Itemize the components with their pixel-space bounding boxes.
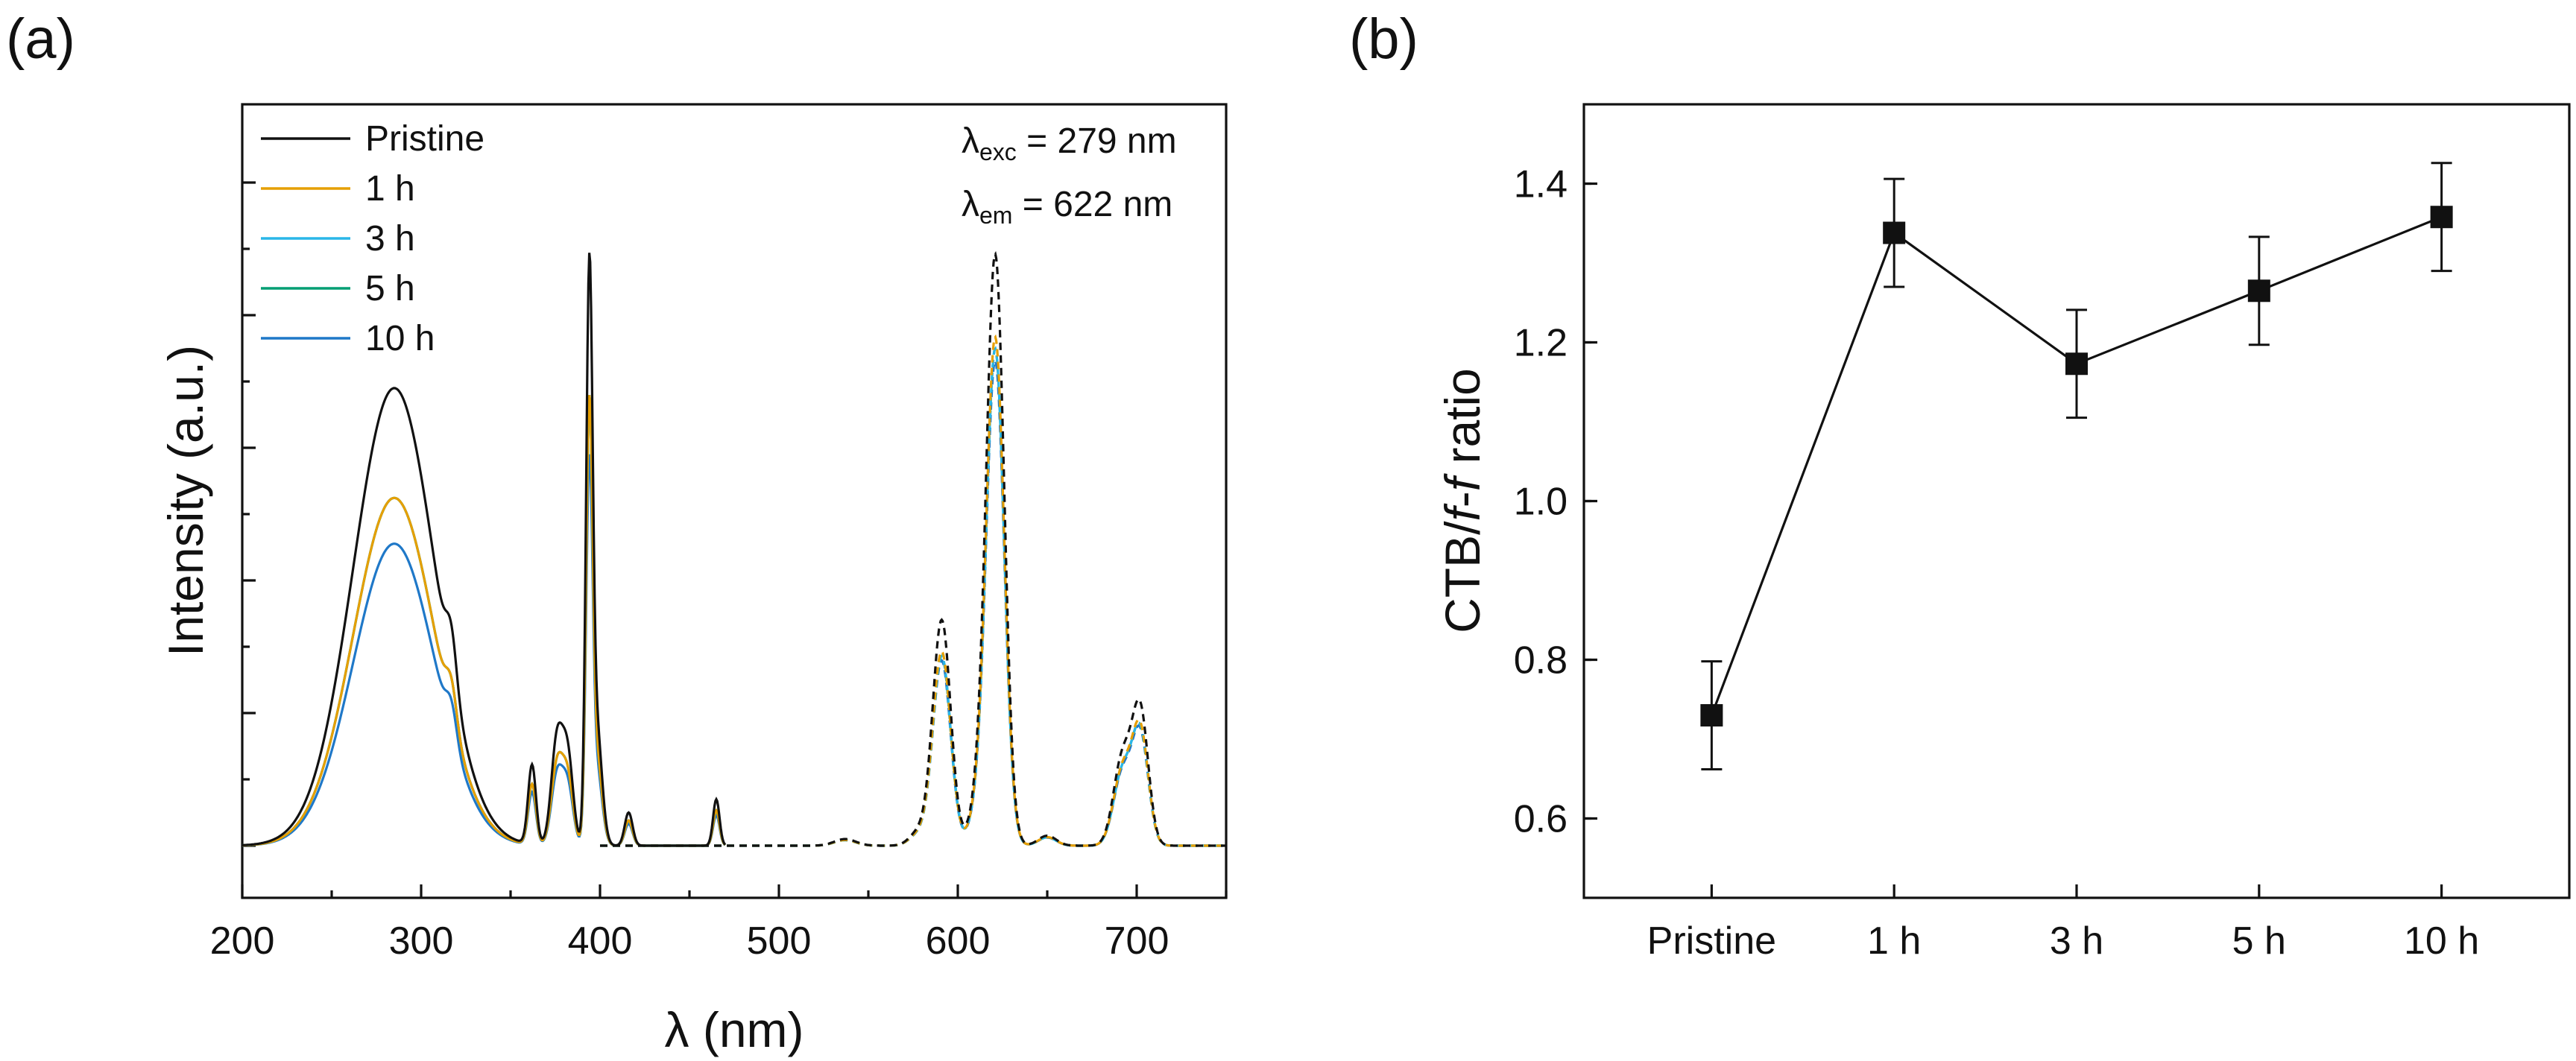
data-point-marker bbox=[2065, 352, 2088, 376]
panel-b-y-tick-label: 0.8 bbox=[1514, 639, 1568, 682]
panel-a-y-axis-label: Intensity (a.u.) bbox=[158, 345, 213, 656]
emission-curve-10-h bbox=[600, 358, 1226, 847]
annotation-emission: λem = 622 nm bbox=[962, 185, 1172, 229]
excitation-curve-pristine bbox=[242, 253, 727, 847]
panel-b-y-tick-label: 0.6 bbox=[1514, 798, 1568, 841]
emission-curve-5-h bbox=[600, 346, 1226, 847]
excitation-curve-10-h bbox=[242, 454, 726, 847]
panel-b-y-tick-label: 1.4 bbox=[1514, 163, 1568, 206]
panel-b-x-ticks: Pristine 1 h 3 h 5 h 10 h bbox=[1647, 884, 2479, 963]
panel-b-x-tick-label: 10 h bbox=[2404, 919, 2479, 963]
panel-b: (b) Pristine 1 h 3 h 5 h 10 h 0.6 0.8 1.0 1.2 1.… bbox=[1349, 7, 2571, 963]
panel-a-x-tick-label: 500 bbox=[747, 919, 812, 963]
panel-a-annotations: λexc = 279 nm λem = 622 nm bbox=[962, 121, 1177, 229]
emission-curve-pristine bbox=[600, 251, 1226, 847]
legend-entry: 3 h bbox=[365, 219, 415, 259]
panel-b-y-tick-label: 1.0 bbox=[1514, 481, 1568, 524]
data-point-marker bbox=[2247, 279, 2270, 303]
panel-a: (a) 200 300 400 500 600 700 λ (nm) Intensity … bbox=[6, 7, 1228, 1057]
panel-a-x-tick-label: 300 bbox=[389, 919, 454, 963]
emission-curve-3-h bbox=[600, 346, 1226, 847]
panel-b-series bbox=[1700, 162, 2453, 770]
legend-entry: Pristine bbox=[365, 119, 484, 159]
data-point-marker bbox=[2430, 206, 2453, 229]
legend-entry: 10 h bbox=[365, 319, 435, 358]
panel-a-legend: Pristine 1 h 3 h 5 h 10 h bbox=[261, 119, 484, 358]
panel-a-x-tick-label: 600 bbox=[926, 919, 991, 963]
emission-curve-1-h bbox=[600, 334, 1226, 847]
panel-b-x-tick-label: 5 h bbox=[2232, 919, 2286, 963]
panel-b-plot-frame bbox=[1582, 103, 2571, 899]
panel-b-x-tick-label: Pristine bbox=[1647, 919, 1776, 963]
panel-b-y-ticks: 0.6 0.8 1.0 1.2 1.4 bbox=[1514, 163, 1597, 841]
panel-a-x-tick-label: 400 bbox=[568, 919, 633, 963]
panel-b-x-tick-label: 3 h bbox=[2050, 919, 2103, 963]
data-point-marker bbox=[1700, 704, 1723, 727]
panel-a-x-axis-label: λ (nm) bbox=[665, 1002, 804, 1057]
panel-b-label: (b) bbox=[1349, 7, 1418, 71]
ratio-line bbox=[1710, 215, 2443, 716]
panel-b-y-tick-label: 1.2 bbox=[1514, 322, 1568, 365]
panel-b-y-axis-label: CTB/f-f ratio bbox=[1435, 368, 1490, 633]
panel-a-x-ticks: 200 300 400 500 600 700 bbox=[210, 884, 1228, 963]
legend-entry: 5 h bbox=[365, 269, 415, 308]
data-point-marker bbox=[1883, 221, 1906, 244]
panel-a-y-ticks bbox=[242, 181, 256, 847]
panel-a-plot-frame bbox=[241, 103, 1228, 899]
panel-a-x-tick-label: 200 bbox=[210, 919, 275, 963]
annotation-excitation: λexc = 279 nm bbox=[962, 121, 1177, 165]
panel-a-x-tick-label: 700 bbox=[1105, 919, 1169, 963]
panel-a-curves bbox=[242, 251, 1226, 847]
panel-a-label: (a) bbox=[6, 7, 75, 71]
panel-b-x-tick-label: 1 h bbox=[1867, 919, 1921, 963]
legend-entry: 1 h bbox=[365, 169, 415, 209]
